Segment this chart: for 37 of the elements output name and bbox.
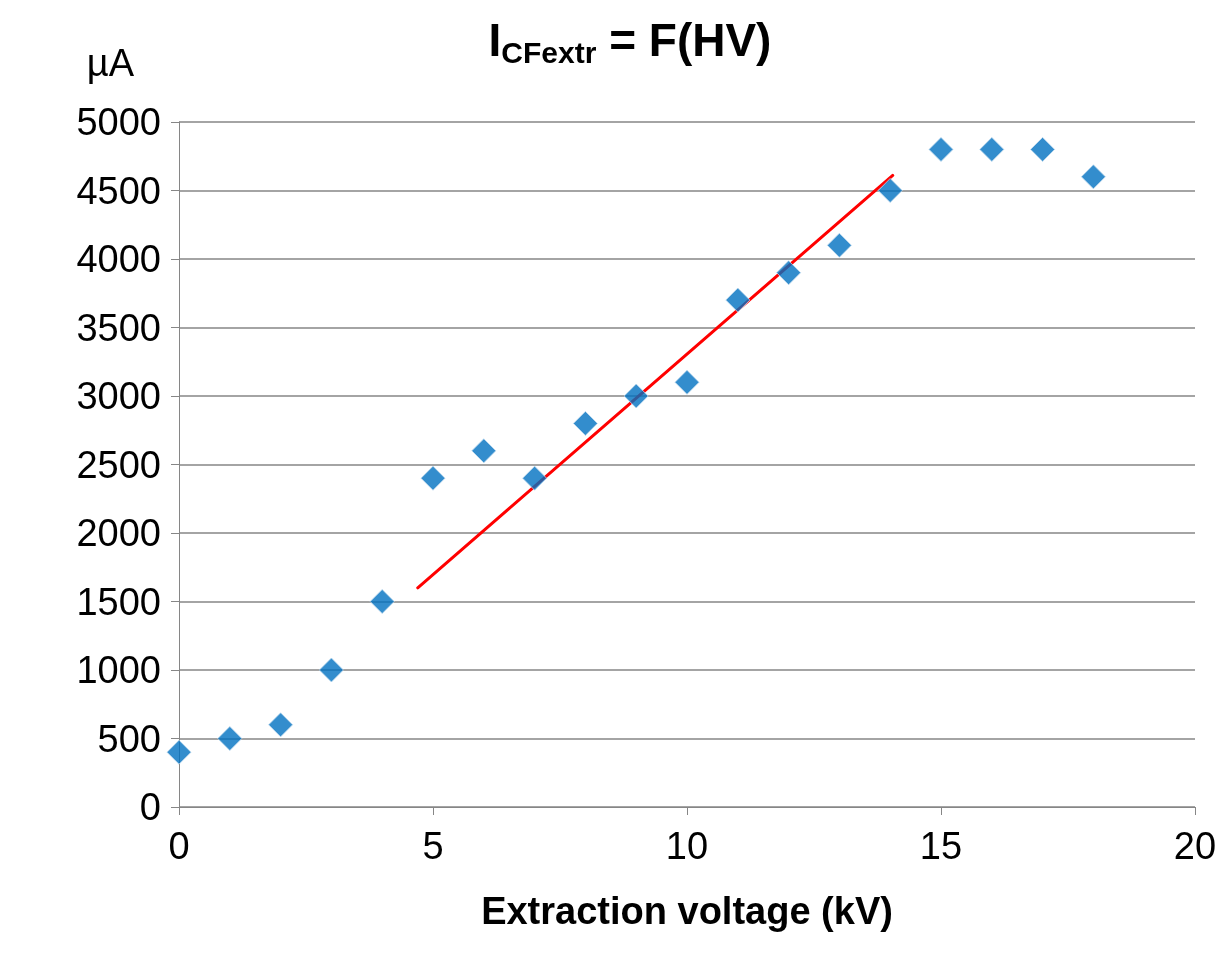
y-tick-label: 500 xyxy=(97,717,161,760)
y-tick-label: 2000 xyxy=(76,512,161,554)
point xyxy=(522,465,548,491)
y-tick-label: 0 xyxy=(139,786,161,828)
point xyxy=(420,465,446,491)
y-tick-label: 5000 xyxy=(76,101,161,143)
point xyxy=(826,232,852,258)
y-axis-title: µA xyxy=(86,42,135,84)
point xyxy=(268,712,294,738)
y-tick-label: 4000 xyxy=(76,238,161,280)
x-tick-label: 15 xyxy=(919,825,963,867)
y-tick-label: 4500 xyxy=(76,169,161,212)
x-tick-label: 20 xyxy=(1173,825,1217,867)
point xyxy=(1080,164,1106,190)
y-tick-label: 1000 xyxy=(76,649,161,691)
point xyxy=(877,178,903,203)
point xyxy=(725,287,751,313)
point xyxy=(318,657,344,683)
point xyxy=(217,726,243,751)
point xyxy=(471,438,497,464)
point xyxy=(928,136,954,162)
point xyxy=(623,383,649,409)
y-tick-label: 3000 xyxy=(76,375,161,417)
y-tick-label: 1500 xyxy=(76,580,161,623)
point xyxy=(572,410,598,436)
x-tick-label: 0 xyxy=(168,825,190,867)
point xyxy=(776,260,802,286)
point xyxy=(979,136,1005,162)
point xyxy=(166,739,192,765)
point xyxy=(1030,136,1056,162)
point xyxy=(369,589,395,614)
x-tick-label: 5 xyxy=(422,825,444,867)
y-tick-label: 3500 xyxy=(76,306,161,349)
point xyxy=(674,369,700,395)
y-tick-label: 2500 xyxy=(76,443,161,486)
x-axis-title: Extraction voltage (kV) xyxy=(481,890,893,932)
x-tick-label: 10 xyxy=(665,825,709,867)
